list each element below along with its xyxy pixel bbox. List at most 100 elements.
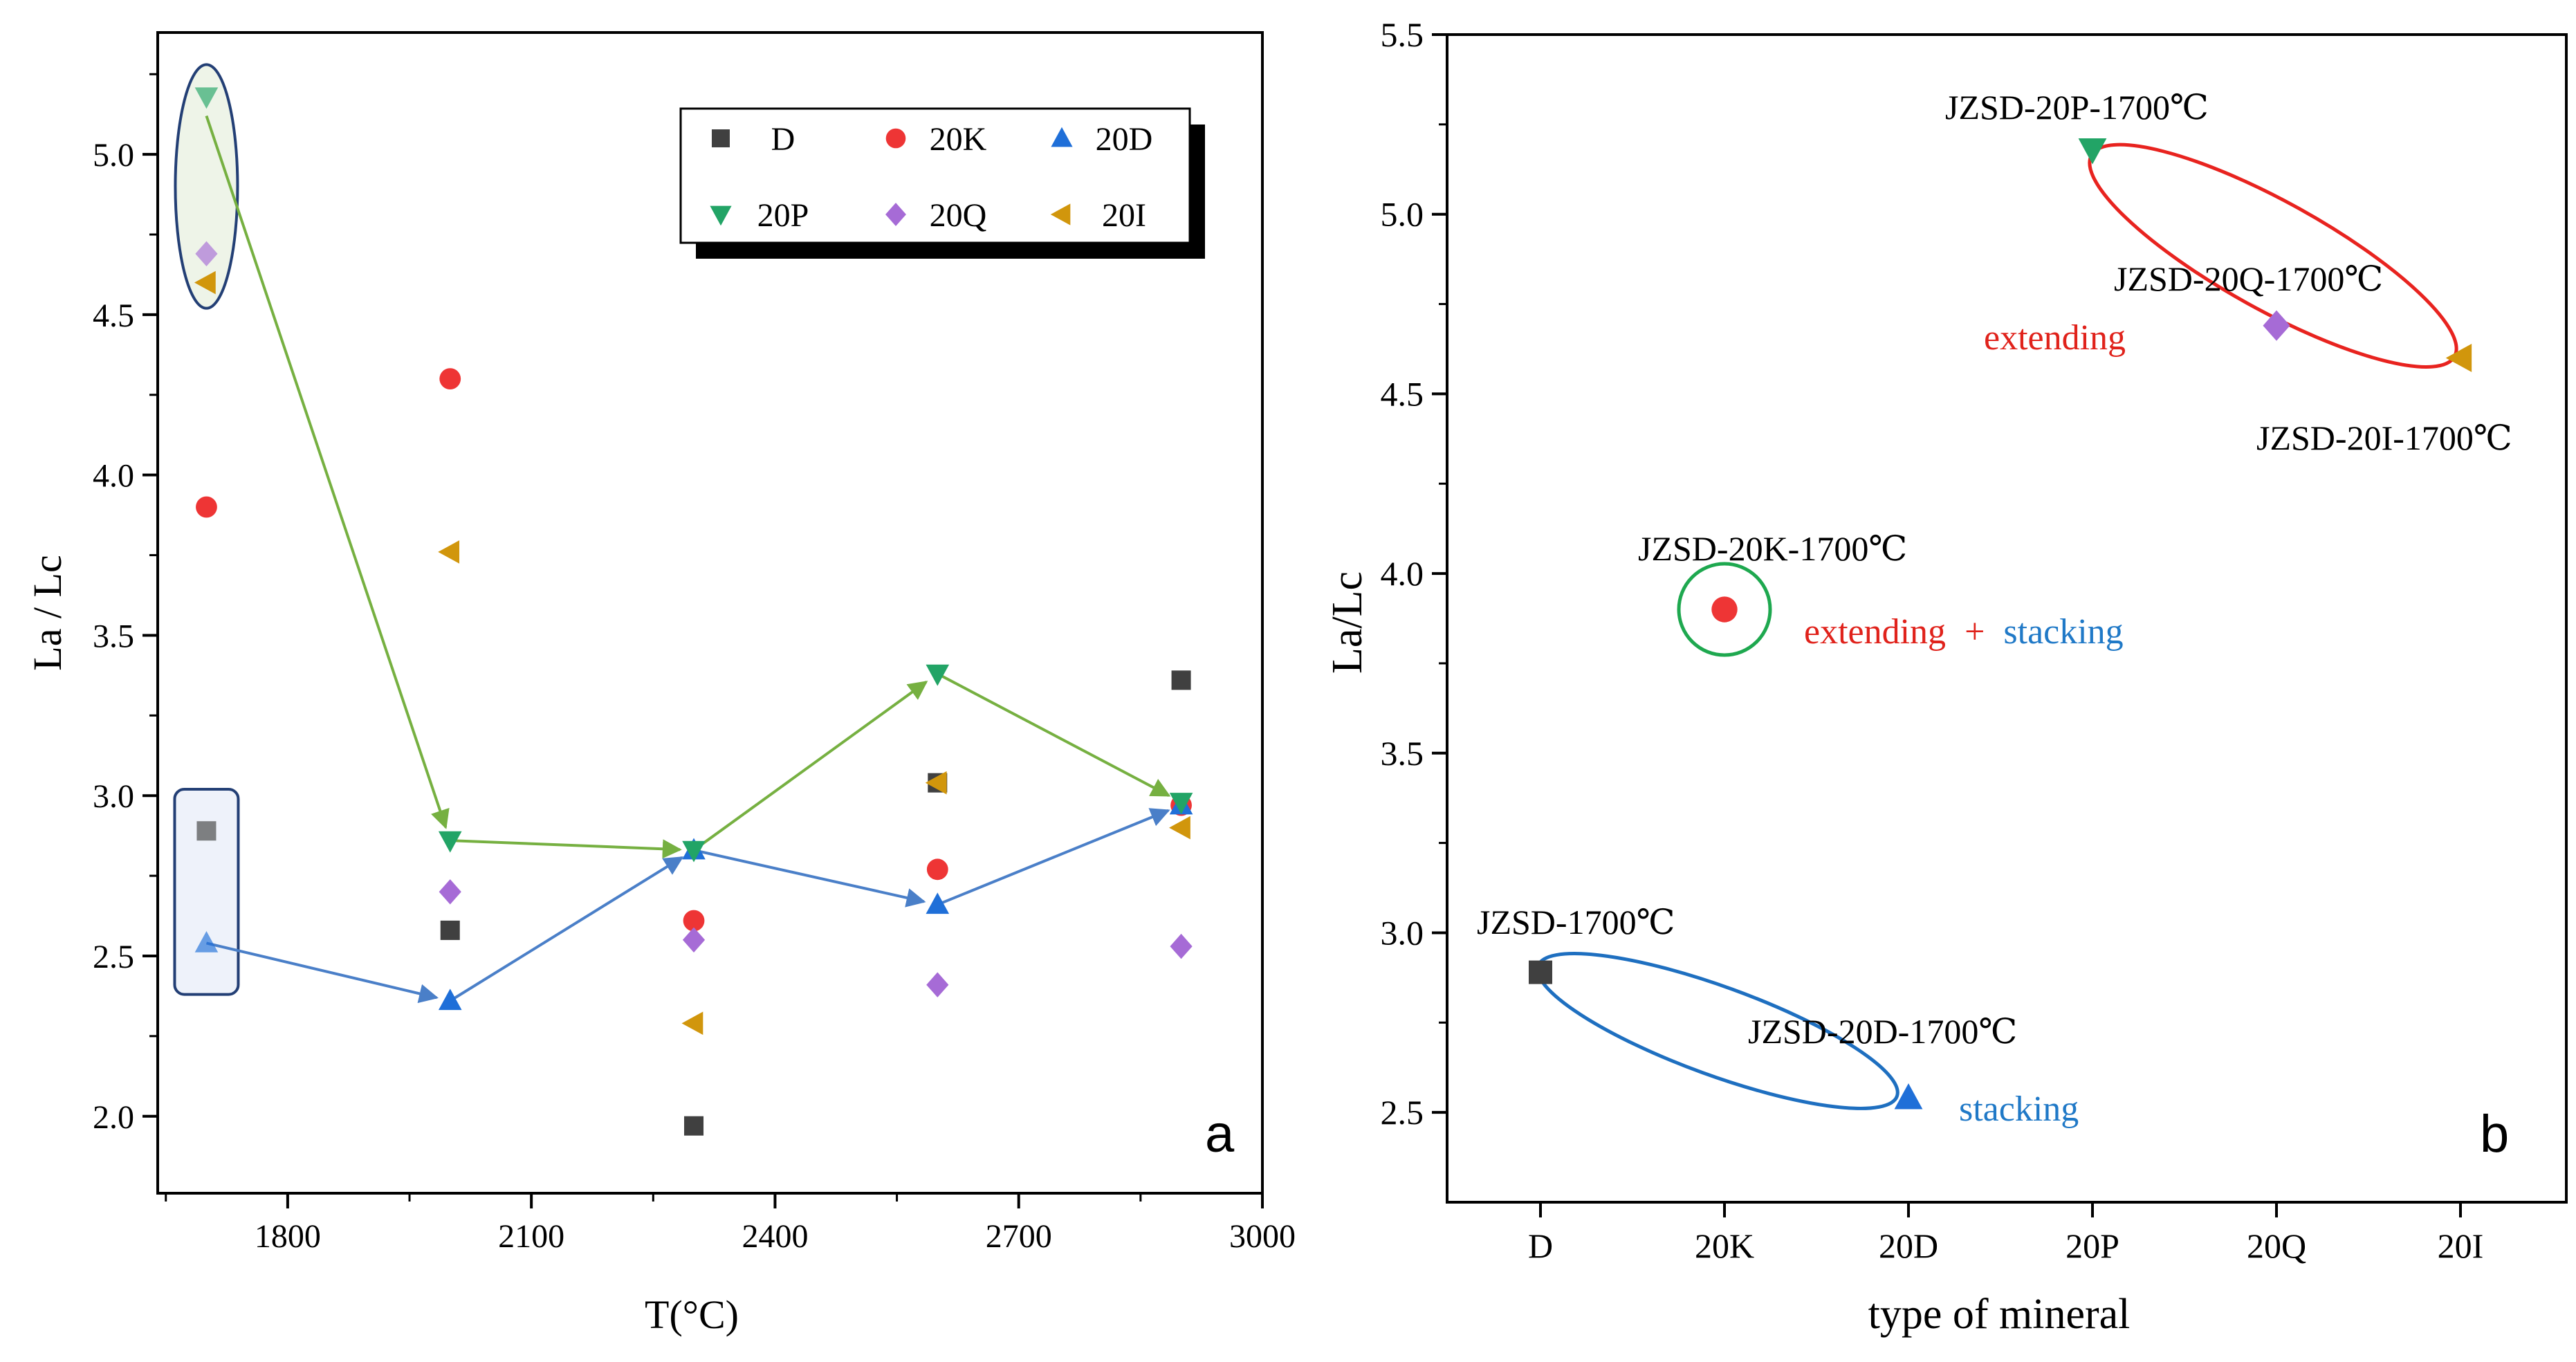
legend-box (679, 107, 1191, 244)
legend-marker-20k (885, 128, 906, 149)
y-tick-label-2.5: 2.5 (93, 939, 134, 975)
trend-segment-20p-trend-0 (205, 115, 450, 829)
b-y-tick-label-3.5: 3.5 (1381, 734, 1424, 773)
point-20q-2300 (682, 927, 706, 953)
point-20i-2000 (438, 540, 460, 564)
trend-segment-20d-trend-1 (449, 856, 684, 1002)
point-20p-1700 (194, 87, 219, 109)
trend-segment-20d-trend-3 (937, 808, 1170, 906)
b-x-tick-label-20k: 20K (1695, 1226, 1754, 1265)
b-y-tick-label-3: 3.0 (1381, 913, 1424, 952)
point-b-20i (2445, 344, 2472, 372)
point-20i-2600 (925, 771, 947, 795)
panel-b-y-ticks: 2.5 3.0 3.5 4.0 4.5 5.0 5.5 (1381, 15, 1447, 1132)
point-20k-2000 (439, 368, 461, 390)
annotation-plus: + (1965, 612, 1985, 652)
legend-marker-d (712, 129, 730, 147)
b-y-tick-label-2.5: 2.5 (1381, 1093, 1424, 1132)
panel-b-y-label: La/Lc (1324, 571, 1371, 674)
point-20q-1700 (195, 241, 218, 267)
panel-a: 1800 2100 2400 2700 3000 2.0 2.5 3.0 3.5 4.0 4.5 5… (25, 31, 1296, 1337)
panel-b-x-ticks: D 20K 20D 20P 20Q 20I (1528, 1202, 2483, 1265)
circle-extending-stacking (1677, 562, 1772, 657)
point-20q-2000 (439, 879, 461, 905)
panel-a-x-ticks: 1800 2100 2400 2700 3000 (165, 1193, 1296, 1255)
b-y-tick-label-4: 4.0 (1381, 554, 1424, 593)
point-20d-1700 (194, 930, 219, 953)
point-20q-2600 (926, 972, 949, 997)
legend-label-20i: 20I (1102, 197, 1146, 234)
b-y-tick-label-5: 5.0 (1381, 195, 1424, 234)
panel-b-frame (1446, 33, 2568, 1204)
legend-marker-20i (1050, 203, 1071, 226)
panel-a-trend-lines (205, 115, 1171, 1004)
x-tick-label-2100: 2100 (498, 1218, 564, 1255)
y-tick-label-4.5: 4.5 (93, 297, 134, 334)
trend-segment-20p-trend-2 (692, 681, 928, 852)
label-jzsd-20d: JZSD-20D-1700℃ (1748, 1012, 2017, 1051)
legend-items: D 20K 20D 20P 20Q 20I (710, 121, 1152, 234)
point-d-2900 (1171, 670, 1191, 690)
panel-a-highlights (173, 63, 240, 996)
annotation-extending-stacking: extending + stacking (1804, 612, 2124, 652)
trend-segment-20p-trend-3 (937, 672, 1171, 797)
ellipse-extending (2088, 142, 2458, 369)
point-20p-2300 (682, 840, 706, 863)
y-tick-label-2: 2.0 (93, 1099, 134, 1136)
panel-b-letter: b (2480, 1105, 2509, 1163)
b-x-tick-label-20p: 20P (2066, 1226, 2119, 1265)
x-tick-label-1800: 1800 (255, 1218, 321, 1255)
legend-label-20d: 20D (1096, 121, 1153, 158)
panel-b-x-label: type of mineral (1868, 1291, 2131, 1338)
x-tick-label-3000: 3000 (1229, 1218, 1296, 1255)
legend-label-20p: 20P (757, 197, 809, 234)
point-b-20k (1711, 596, 1738, 623)
annotation-extending: extending (1984, 318, 2126, 358)
annotation-stacking-part: stacking (2003, 612, 2123, 652)
panel-a-y-label: La / Lc (25, 555, 70, 670)
legend-marker-20d (1051, 127, 1073, 147)
panel-b: D 20K 20D 20P 20Q 20I 2.5 3.0 3.5 4.0 4.5 5.0 5.5 t… (1324, 15, 2568, 1338)
point-20p-2600 (926, 664, 950, 686)
highlight-ellipse-1700 (174, 63, 239, 310)
panel-a-x-label: T(°C) (645, 1292, 739, 1337)
b-x-tick-label-20q: 20Q (2247, 1226, 2306, 1265)
annotation-extending-part: extending (1804, 612, 1946, 652)
trend-segment-20p-trend-1 (450, 839, 682, 859)
point-d-2300 (684, 1116, 704, 1136)
panel-a-frame (156, 31, 1264, 1195)
point-b-20q (2263, 310, 2290, 341)
point-b-d (1529, 960, 1552, 984)
legend-label-d: D (771, 121, 795, 158)
legend-marker-20p (710, 205, 732, 226)
panel-a-y-ticks: 2.0 2.5 3.0 3.5 4.0 4.5 5.0 (93, 73, 158, 1136)
point-20i-2300 (681, 1011, 703, 1036)
point-20p-2000 (438, 831, 462, 853)
legend-marker-20q (885, 203, 906, 226)
y-tick-label-4: 4.0 (93, 458, 134, 495)
label-jzsd-20q: JZSD-20Q-1700℃ (2114, 259, 2383, 298)
point-20d-2600 (926, 892, 950, 914)
label-jzsd-20k: JZSD-20K-1700℃ (1638, 529, 1907, 568)
panel-a-legend: D 20K 20D 20P 20Q 20I (679, 107, 1205, 259)
panel-a-points (194, 87, 1193, 1136)
panel-b-points (1529, 138, 2472, 1110)
point-20d-2000 (438, 988, 462, 1011)
point-b-20d (1894, 1083, 1923, 1110)
point-20k-1700 (196, 496, 217, 518)
b-x-tick-label-20i: 20I (2438, 1226, 2484, 1265)
legend-label-20k: 20K (930, 121, 987, 158)
legend-label-20q: 20Q (930, 197, 987, 234)
y-tick-label-3: 3.0 (93, 778, 134, 815)
y-tick-label-5: 5.0 (93, 137, 134, 174)
x-tick-label-2400: 2400 (742, 1218, 808, 1255)
annotation-stacking: stacking (1959, 1089, 2079, 1129)
y-tick-label-3.5: 3.5 (93, 618, 134, 654)
label-jzsd-20i: JZSD-20I-1700℃ (2256, 418, 2512, 457)
b-y-tick-label-4.5: 4.5 (1381, 374, 1424, 413)
b-x-tick-label-20d: 20D (1879, 1226, 1938, 1265)
point-20k-2300 (683, 910, 705, 932)
trend-segment-20d-trend-2 (693, 849, 926, 908)
